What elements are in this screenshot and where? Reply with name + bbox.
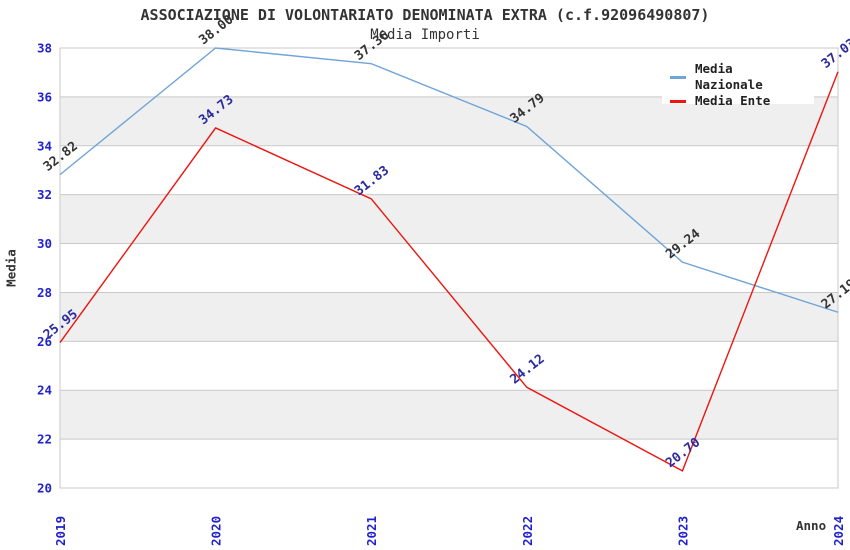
y-tick-label: 26 xyxy=(37,334,52,349)
chart-subtitle: Media Importi xyxy=(370,27,480,43)
y-axis-title: Media xyxy=(3,249,19,287)
point-label: 31.83 xyxy=(352,163,392,199)
x-axis-title: Anno xyxy=(796,518,827,533)
y-tick-label: 34 xyxy=(37,138,52,153)
y-tick-label: 30 xyxy=(37,236,52,251)
legend-item-media-nazionale: Media Nazionale xyxy=(670,61,806,93)
legend: Media Nazionale Media Ente xyxy=(662,54,814,108)
y-tick-label: 20 xyxy=(37,481,52,496)
y-tick-label: 28 xyxy=(37,285,52,300)
x-tick-label: 2020 xyxy=(209,516,224,546)
point-label: 37.36 xyxy=(352,28,392,64)
band xyxy=(60,194,838,244)
legend-label-media-nazionale: Media Nazionale xyxy=(695,61,763,92)
x-tick-label: 2023 xyxy=(675,516,690,546)
legend-swatch-media-ente-icon xyxy=(670,99,686,103)
point-label: 37.03 xyxy=(819,36,850,72)
band xyxy=(60,390,838,440)
band xyxy=(60,96,838,146)
line-media-ente xyxy=(59,71,839,472)
point-label: 24.12 xyxy=(508,352,548,388)
line-media-nazionale xyxy=(59,47,839,313)
band xyxy=(60,292,838,342)
legend-item-media-ente: Media Ente xyxy=(670,93,806,109)
x-tick-label: 2019 xyxy=(53,516,68,546)
point-label: 20.70 xyxy=(663,435,703,471)
legend-swatch-media-nazionale-icon xyxy=(670,75,686,79)
y-tick-label: 36 xyxy=(37,89,52,104)
x-tick-label: 2022 xyxy=(520,516,535,546)
y-tick-label: 32 xyxy=(37,187,52,202)
chart-title: ASSOCIAZIONE DI VOLONTARIATO DENOMINATA … xyxy=(140,6,710,24)
legend-label-media-ente: Media Ente xyxy=(695,93,771,108)
plot-border xyxy=(59,47,839,489)
y-tick-label: 24 xyxy=(37,383,52,398)
y-tick-label: 38 xyxy=(37,41,52,56)
point-label: 38.00 xyxy=(196,12,236,48)
x-tick-label: 2024 xyxy=(831,516,846,546)
x-tick-label: 2021 xyxy=(364,516,379,546)
y-tick-label: 22 xyxy=(37,432,52,447)
